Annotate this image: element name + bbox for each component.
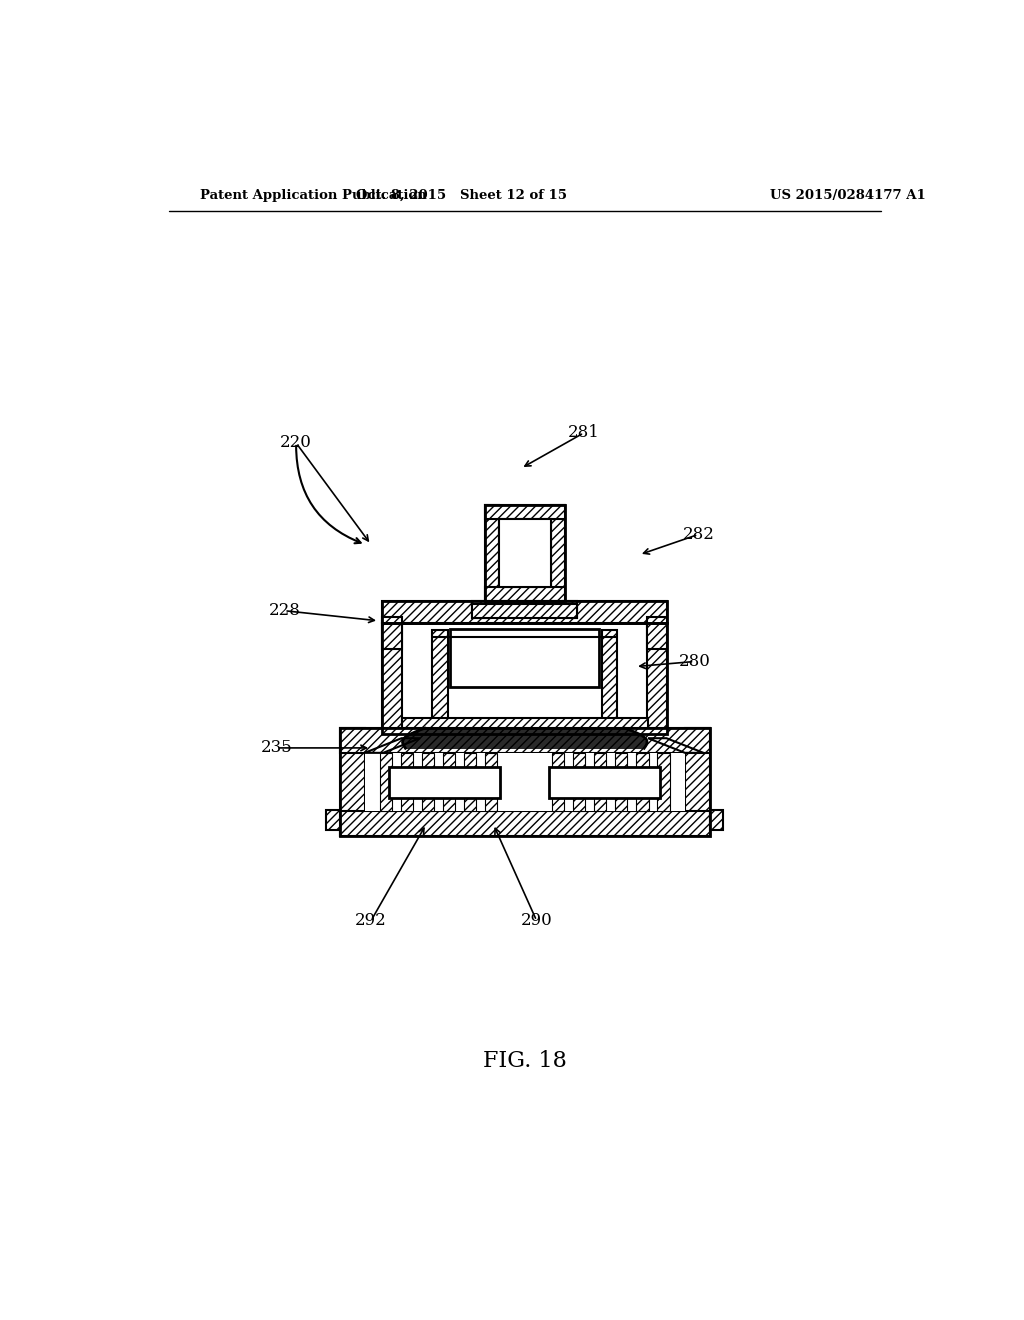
Bar — [484, 506, 499, 601]
Polygon shape — [411, 733, 433, 734]
Bar — [646, 751, 663, 779]
Polygon shape — [628, 742, 647, 744]
Polygon shape — [621, 734, 643, 737]
Bar — [594, 752, 606, 812]
Bar — [365, 752, 685, 812]
Polygon shape — [404, 746, 424, 748]
Text: 282: 282 — [682, 525, 714, 543]
Bar — [636, 752, 648, 812]
Bar — [380, 752, 392, 812]
Bar — [552, 752, 564, 812]
Bar — [484, 504, 565, 519]
Bar — [382, 601, 668, 623]
Bar — [551, 506, 565, 601]
Polygon shape — [365, 738, 420, 752]
Polygon shape — [626, 746, 645, 748]
Text: 281: 281 — [568, 424, 600, 441]
Polygon shape — [628, 741, 647, 742]
Polygon shape — [402, 738, 423, 741]
Polygon shape — [407, 734, 429, 737]
Polygon shape — [648, 738, 703, 752]
Bar — [400, 752, 413, 812]
Polygon shape — [402, 741, 422, 742]
Bar — [382, 601, 668, 623]
Text: 292: 292 — [355, 912, 387, 929]
Bar — [484, 587, 565, 601]
Text: Oct. 8, 2015   Sheet 12 of 15: Oct. 8, 2015 Sheet 12 of 15 — [356, 189, 567, 202]
Bar — [451, 628, 599, 688]
Bar — [387, 751, 403, 779]
Polygon shape — [415, 730, 438, 733]
Bar — [382, 623, 668, 734]
Bar — [472, 601, 486, 618]
Text: 220: 220 — [281, 434, 312, 451]
Bar — [563, 601, 578, 618]
Bar — [340, 729, 710, 836]
Text: FIG. 18: FIG. 18 — [483, 1049, 566, 1072]
Bar — [326, 810, 340, 830]
Bar — [657, 752, 670, 812]
Bar — [382, 616, 402, 649]
Bar — [484, 506, 565, 601]
Bar — [472, 605, 578, 618]
Bar — [442, 752, 455, 812]
Bar — [382, 623, 402, 734]
Bar — [432, 631, 447, 734]
Polygon shape — [625, 737, 645, 738]
Bar — [388, 767, 500, 799]
Bar — [382, 733, 668, 750]
Bar — [401, 718, 648, 738]
Bar — [549, 767, 660, 799]
Bar — [710, 810, 724, 830]
Bar — [340, 812, 710, 836]
Polygon shape — [606, 729, 630, 730]
Polygon shape — [627, 744, 646, 746]
Polygon shape — [616, 733, 639, 734]
Text: US 2015/0284177 A1: US 2015/0284177 A1 — [770, 189, 926, 202]
Text: 228: 228 — [268, 602, 300, 619]
Polygon shape — [611, 730, 635, 733]
Polygon shape — [402, 742, 422, 744]
Text: 290: 290 — [521, 912, 553, 929]
Bar — [573, 752, 586, 812]
Text: 280: 280 — [678, 653, 711, 671]
Polygon shape — [403, 744, 423, 746]
Bar — [422, 752, 434, 812]
Bar — [615, 752, 628, 812]
Bar — [340, 729, 710, 752]
Bar — [340, 729, 365, 836]
Text: 235: 235 — [260, 739, 292, 756]
Bar — [685, 729, 710, 836]
Bar — [464, 752, 476, 812]
Bar — [499, 519, 551, 587]
Text: Patent Application Publication: Patent Application Publication — [200, 189, 427, 202]
Bar — [484, 752, 497, 812]
Bar — [647, 623, 668, 734]
Polygon shape — [404, 737, 425, 738]
Polygon shape — [627, 738, 647, 741]
Bar — [602, 631, 617, 734]
Bar — [647, 616, 668, 649]
Polygon shape — [420, 729, 443, 730]
